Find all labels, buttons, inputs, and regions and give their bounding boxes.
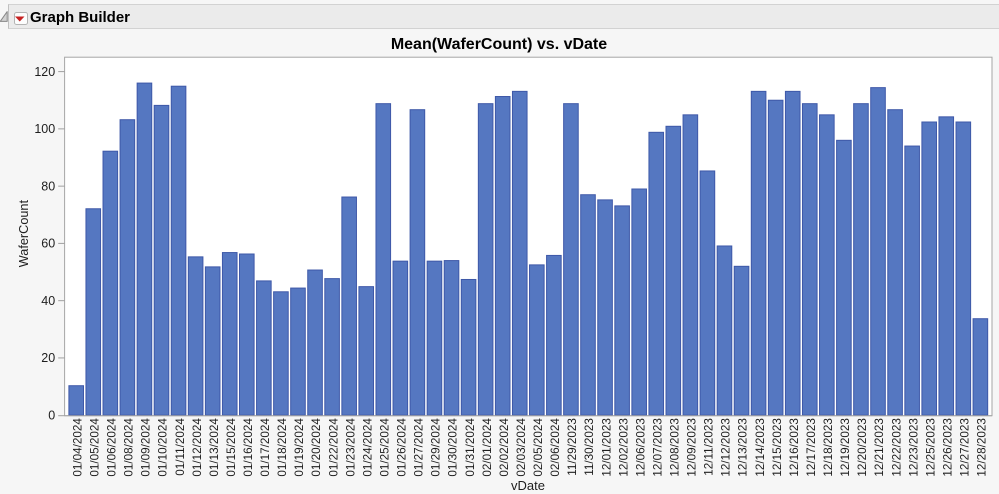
svg-text:01/31/2024: 01/31/2024 xyxy=(464,418,477,477)
svg-text:Mean(WaferCount) vs. vDate: Mean(WaferCount) vs. vDate xyxy=(391,36,607,53)
svg-text:02/03/2024: 02/03/2024 xyxy=(515,418,528,477)
svg-text:12/08/2023: 12/08/2023 xyxy=(669,418,682,477)
svg-text:01/19/2024: 01/19/2024 xyxy=(293,418,306,477)
svg-text:vDate: vDate xyxy=(511,478,545,493)
svg-text:01/26/2024: 01/26/2024 xyxy=(396,418,409,477)
svg-text:12/18/2023: 12/18/2023 xyxy=(822,418,835,477)
svg-text:12/11/2023: 12/11/2023 xyxy=(703,418,716,476)
svg-text:12/15/2023: 12/15/2023 xyxy=(771,418,784,477)
svg-text:01/04/2024: 01/04/2024 xyxy=(71,418,84,477)
svg-text:12/07/2023: 12/07/2023 xyxy=(651,418,664,477)
svg-text:01/11/2024: 01/11/2024 xyxy=(174,418,187,476)
svg-text:01/25/2024: 01/25/2024 xyxy=(378,418,391,477)
svg-text:11/29/2023: 11/29/2023 xyxy=(566,418,579,476)
svg-text:40: 40 xyxy=(41,294,55,308)
svg-text:20: 20 xyxy=(41,351,55,365)
svg-text:12/22/2023: 12/22/2023 xyxy=(890,418,903,477)
svg-text:01/12/2024: 01/12/2024 xyxy=(191,418,204,477)
svg-text:02/05/2024: 02/05/2024 xyxy=(532,418,545,477)
svg-text:120: 120 xyxy=(34,65,55,79)
svg-text:12/23/2023: 12/23/2023 xyxy=(907,418,920,477)
svg-text:12/02/2023: 12/02/2023 xyxy=(617,418,630,477)
svg-text:12/27/2023: 12/27/2023 xyxy=(959,418,972,477)
svg-text:01/17/2024: 01/17/2024 xyxy=(259,418,272,477)
svg-text:60: 60 xyxy=(41,237,55,251)
svg-text:02/01/2024: 02/01/2024 xyxy=(481,418,494,477)
svg-text:01/24/2024: 01/24/2024 xyxy=(361,418,374,477)
svg-text:01/08/2024: 01/08/2024 xyxy=(123,418,136,477)
svg-text:01/27/2024: 01/27/2024 xyxy=(413,418,426,477)
svg-text:01/05/2024: 01/05/2024 xyxy=(88,418,101,477)
svg-text:11/30/2023: 11/30/2023 xyxy=(583,418,596,476)
svg-text:12/28/2023: 12/28/2023 xyxy=(976,418,989,477)
svg-text:12/26/2023: 12/26/2023 xyxy=(941,418,954,477)
svg-text:12/12/2023: 12/12/2023 xyxy=(720,418,733,477)
svg-text:12/06/2023: 12/06/2023 xyxy=(634,418,647,477)
svg-text:01/06/2024: 01/06/2024 xyxy=(106,418,119,477)
svg-text:80: 80 xyxy=(41,179,55,193)
svg-text:01/18/2024: 01/18/2024 xyxy=(276,418,289,477)
svg-text:100: 100 xyxy=(34,122,55,136)
svg-text:01/10/2024: 01/10/2024 xyxy=(157,418,170,477)
svg-text:12/01/2023: 12/01/2023 xyxy=(600,418,613,477)
svg-text:12/21/2023: 12/21/2023 xyxy=(873,418,886,477)
svg-text:12/25/2023: 12/25/2023 xyxy=(924,418,937,477)
svg-text:01/23/2024: 01/23/2024 xyxy=(344,418,357,477)
svg-text:01/16/2024: 01/16/2024 xyxy=(242,418,255,477)
svg-text:12/19/2023: 12/19/2023 xyxy=(839,418,852,477)
svg-text:01/22/2024: 01/22/2024 xyxy=(327,418,340,477)
svg-text:WaferCount: WaferCount xyxy=(17,200,31,268)
svg-text:12/14/2023: 12/14/2023 xyxy=(754,418,767,477)
svg-text:02/02/2024: 02/02/2024 xyxy=(498,418,511,477)
svg-text:12/16/2023: 12/16/2023 xyxy=(788,418,801,477)
svg-text:01/09/2024: 01/09/2024 xyxy=(140,418,153,477)
svg-text:01/13/2024: 01/13/2024 xyxy=(208,418,221,477)
svg-text:01/30/2024: 01/30/2024 xyxy=(447,418,460,477)
svg-text:0: 0 xyxy=(48,409,55,423)
svg-text:02/06/2024: 02/06/2024 xyxy=(549,418,562,477)
svg-text:12/17/2023: 12/17/2023 xyxy=(805,418,818,477)
svg-text:01/15/2024: 01/15/2024 xyxy=(225,418,238,477)
svg-text:01/20/2024: 01/20/2024 xyxy=(310,418,323,477)
svg-text:12/20/2023: 12/20/2023 xyxy=(856,418,869,477)
svg-text:12/09/2023: 12/09/2023 xyxy=(686,418,699,477)
svg-text:01/29/2024: 01/29/2024 xyxy=(430,418,443,477)
svg-text:12/13/2023: 12/13/2023 xyxy=(737,418,750,477)
